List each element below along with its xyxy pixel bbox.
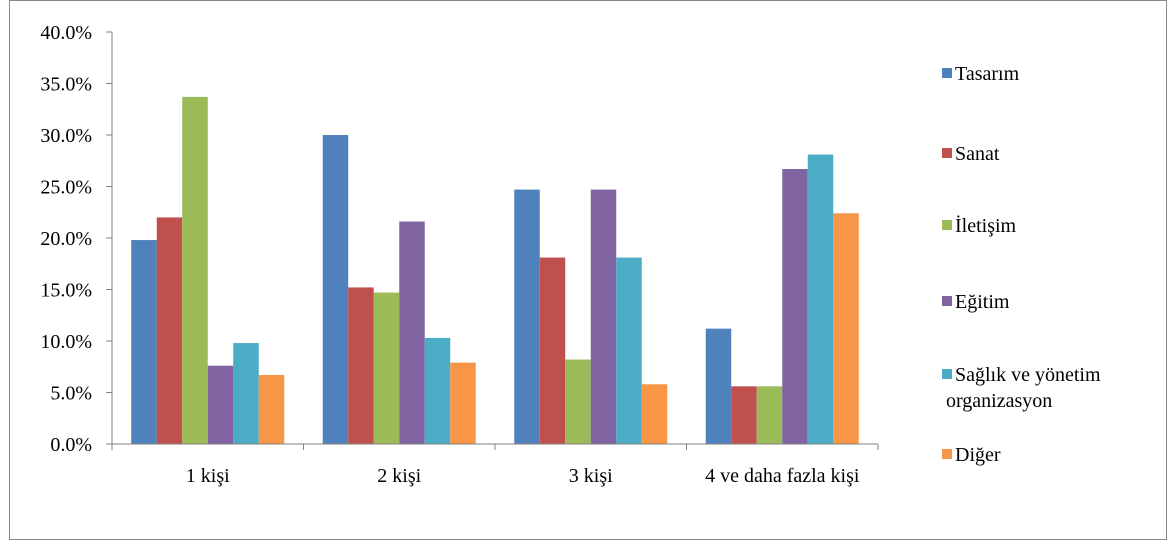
legend: Tasarım Sanat İletişim Eğitim Sağlık ve yöne…: [942, 63, 1101, 466]
legend-swatch: [942, 148, 952, 158]
legend-item: Eğitim: [942, 291, 1010, 313]
bar: [705, 328, 732, 444]
y-tick-label: 10.0%: [40, 331, 92, 353]
bar: [207, 365, 234, 444]
y-tick-label: 30.0%: [40, 125, 92, 147]
bar: [833, 213, 859, 444]
y-tick-label: 0.0%: [50, 434, 92, 456]
legend-label: İletişim: [955, 214, 1017, 237]
bar: [756, 386, 783, 444]
legend-swatch: [942, 220, 952, 230]
bar: [373, 292, 400, 444]
legend-label-cont: organizasyon: [946, 390, 1052, 412]
y-tick-label: 20.0%: [40, 228, 92, 250]
y-tick-label: 40.0%: [40, 22, 92, 44]
legend-label: Sağlık ve yönetim: [955, 364, 1101, 386]
y-tick-label: 25.0%: [40, 177, 92, 199]
y-tick-label: 35.0%: [40, 74, 92, 96]
legend-item: Tasarım: [942, 63, 1020, 85]
bar: [807, 154, 834, 444]
bar: [424, 337, 451, 444]
bar: [450, 362, 476, 444]
bar: [258, 374, 285, 444]
x-tick-label: 4 ve daha fazla kişi: [705, 465, 860, 487]
y-tick-label: 5.0%: [50, 383, 92, 405]
bar: [131, 240, 157, 444]
bar: [565, 359, 591, 444]
legend-swatch: [942, 296, 952, 306]
bar: [399, 221, 425, 444]
legend-item: Sanat: [942, 143, 1000, 165]
legend-swatch: [942, 369, 952, 379]
bar: [233, 343, 259, 444]
bar: [514, 189, 540, 444]
bar: [156, 217, 183, 444]
bar: [539, 257, 566, 444]
legend-swatch: [942, 449, 952, 459]
legend-label: Diğer: [955, 444, 1001, 466]
legend-label: Eğitim: [955, 291, 1010, 313]
legend-label: Sanat: [955, 143, 1000, 165]
legend-swatch: [942, 68, 952, 78]
bars: [131, 96, 859, 445]
legend-item: İletişim: [942, 214, 1017, 237]
legend-item: Sağlık ve yönetim organizasyon: [942, 364, 1101, 412]
legend-label: Tasarım: [955, 63, 1020, 85]
legend-item: Diğer: [942, 444, 1001, 466]
bar: [590, 189, 617, 444]
x-tick-label: 2 kişi: [377, 465, 421, 487]
bar: [616, 257, 642, 444]
y-tick-label: 15.0%: [40, 280, 92, 302]
x-tick-label: 3 kişi: [569, 465, 613, 487]
bar: [348, 287, 374, 444]
y-axis: 0.0% 5.0% 10.0% 15.0% 20.0% 25.0% 30.0% 35.0% 40…: [40, 22, 113, 456]
bar: [782, 168, 808, 445]
x-tick-label: 1 kişi: [186, 465, 230, 487]
bar: [182, 96, 208, 444]
bar: [731, 386, 757, 444]
x-axis: 1 kişi 2 kişi 3 kişi 4 ve daha fazla kişi: [111, 443, 879, 487]
bar: [322, 135, 349, 444]
bar: [641, 384, 668, 444]
